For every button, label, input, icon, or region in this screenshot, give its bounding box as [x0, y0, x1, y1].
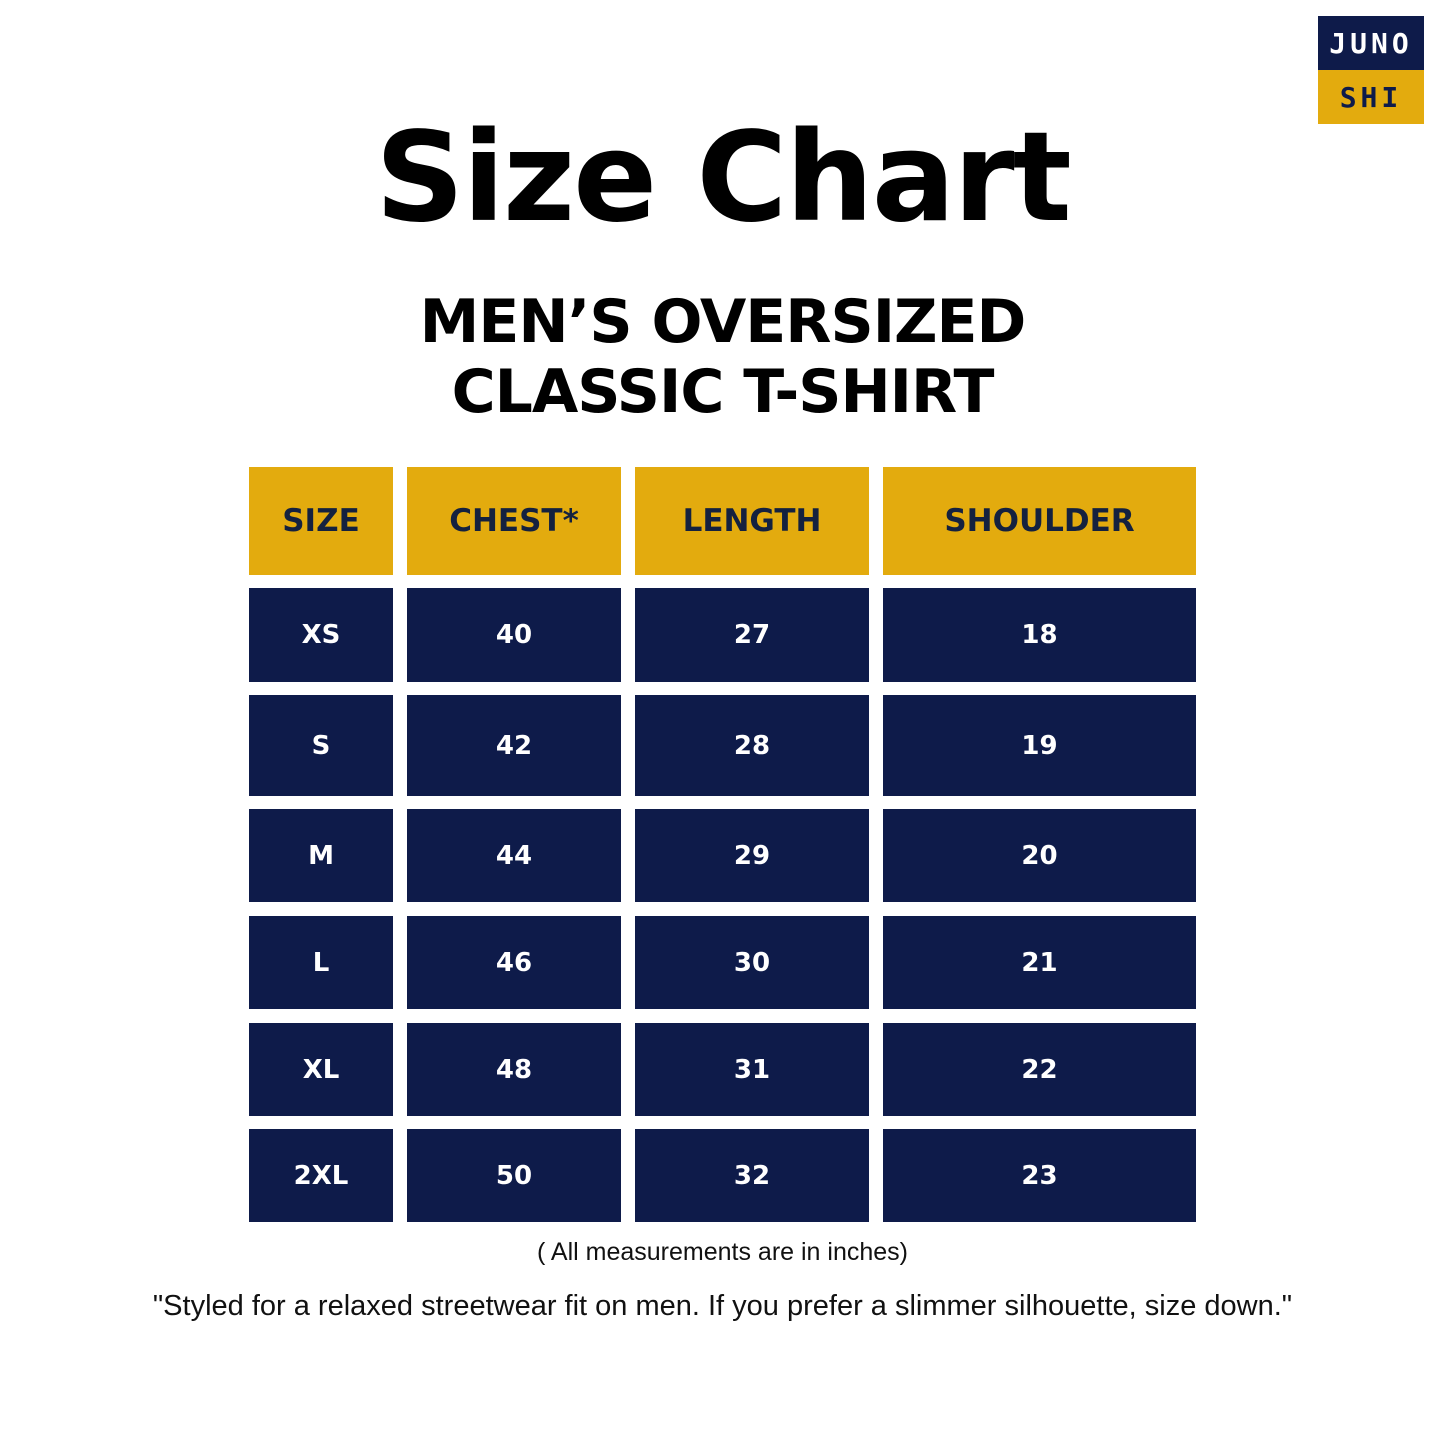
table-cell-length: 32 — [635, 1129, 869, 1222]
measurement-note: ( All measurements are in inches) — [537, 1238, 908, 1266]
subtitle-line-2: CLASSIC T-SHIRT — [451, 357, 995, 427]
table-cell-chest: 42 — [407, 695, 621, 796]
brand-logo: JUNO SHI — [1318, 16, 1424, 124]
page-title: Size Chart — [375, 106, 1072, 250]
size-table: SIZE CHEST* LENGTH SHOULDER XS 40 27 18 S 42 2… — [249, 467, 1196, 1222]
header-length: LENGTH — [635, 467, 869, 575]
table-cell-chest: 40 — [407, 588, 621, 682]
header-size: SIZE — [249, 467, 393, 575]
fit-advice: "Styled for a relaxed streetwear fit on … — [152, 1290, 1293, 1322]
table-cell-chest: 46 — [407, 916, 621, 1009]
logo-top-text: JUNO — [1318, 16, 1424, 70]
table-cell-shoulder: 18 — [883, 588, 1196, 682]
table-cell-shoulder: 20 — [883, 809, 1196, 902]
table-cell-size: XS — [249, 588, 393, 682]
table-cell-size: S — [249, 695, 393, 796]
product-subtitle: MEN’S OVERSIZED CLASSIC T-SHIRT — [0, 287, 1445, 427]
table-cell-shoulder: 21 — [883, 916, 1196, 1009]
table-cell-length: 31 — [635, 1023, 869, 1116]
table-cell-length: 29 — [635, 809, 869, 902]
table-cell-length: 30 — [635, 916, 869, 1009]
table-cell-shoulder: 22 — [883, 1023, 1196, 1116]
table-cell-shoulder: 23 — [883, 1129, 1196, 1222]
table-cell-size: 2XL — [249, 1129, 393, 1222]
table-cell-shoulder: 19 — [883, 695, 1196, 796]
table-cell-size: L — [249, 916, 393, 1009]
subtitle-line-1: MEN’S OVERSIZED — [419, 287, 1027, 357]
logo-bottom-text: SHI — [1318, 70, 1424, 124]
table-cell-size: M — [249, 809, 393, 902]
header-shoulder: SHOULDER — [883, 467, 1196, 575]
table-cell-size: XL — [249, 1023, 393, 1116]
table-cell-chest: 48 — [407, 1023, 621, 1116]
table-cell-chest: 44 — [407, 809, 621, 902]
table-cell-length: 27 — [635, 588, 869, 682]
header-chest: CHEST* — [407, 467, 621, 575]
table-cell-length: 28 — [635, 695, 869, 796]
table-cell-chest: 50 — [407, 1129, 621, 1222]
